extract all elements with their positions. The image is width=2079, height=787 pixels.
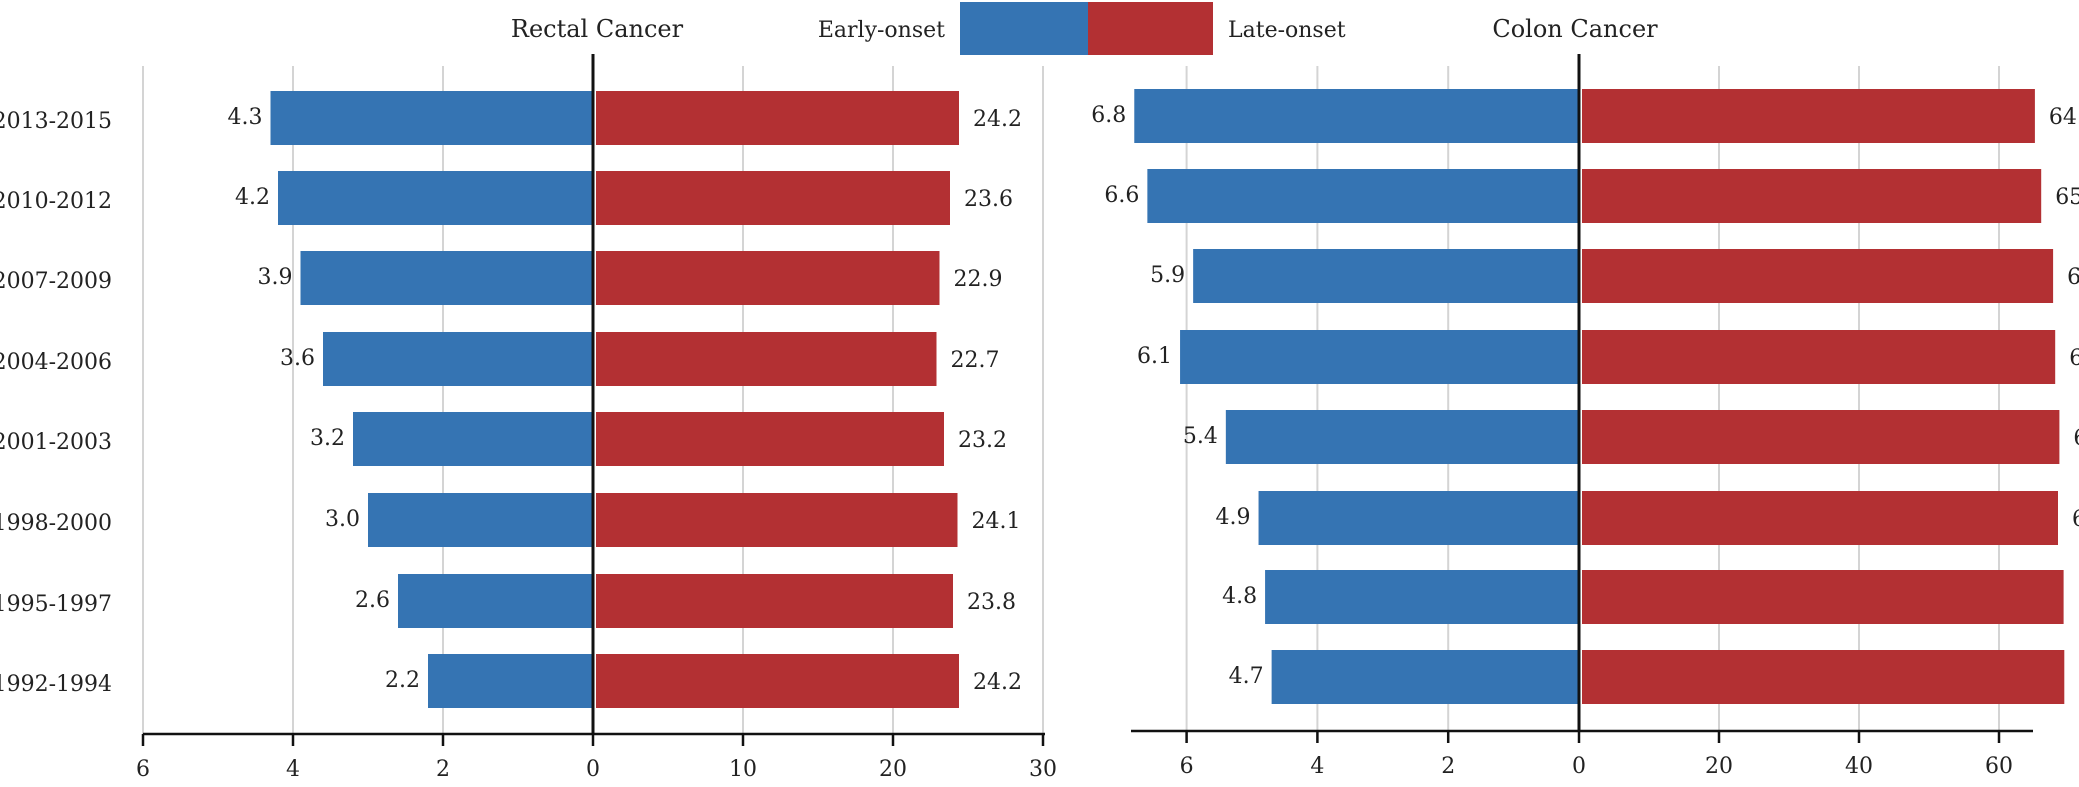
bar-late: [1582, 89, 2035, 143]
data-label-late: 67.3: [2067, 265, 2079, 290]
bar-early: [1147, 169, 1579, 223]
bar-late: [1582, 491, 2058, 545]
category-label: 2013-2015: [0, 109, 112, 134]
data-label-late: 68.8: [2078, 586, 2079, 611]
bar-late: [596, 171, 950, 225]
bar-late: [1582, 650, 2065, 704]
data-label-late: 24.2: [973, 670, 1022, 695]
bar-early: [1193, 249, 1579, 303]
legend: Early-onset Late-onset: [818, 2, 1346, 55]
tick-label: 6: [1180, 754, 1194, 779]
bar-late: [1582, 249, 2054, 303]
tick-label: 10: [729, 757, 757, 782]
tick-label: 4: [1310, 754, 1324, 779]
data-label-late: 22.9: [954, 267, 1003, 292]
tick-label: 30: [1029, 757, 1057, 782]
panel-title: Colon Cancer: [1492, 15, 1658, 43]
category-label: 1992-1994: [0, 672, 112, 697]
data-label-early: 5.9: [1150, 263, 1185, 288]
bar-late: [1582, 570, 2064, 624]
legend-early-swatch: [960, 2, 1088, 55]
bar-late: [596, 574, 953, 628]
bar-early: [353, 412, 593, 466]
data-label-late: 65.6: [2055, 185, 2079, 210]
bar-early: [1180, 330, 1579, 384]
data-label-early: 4.7: [1229, 664, 1264, 689]
data-label-early: 3.2: [310, 426, 345, 451]
data-label-early: 3.6: [280, 346, 315, 371]
data-label-early: 3.9: [258, 265, 293, 290]
data-label-early: 5.4: [1183, 424, 1218, 449]
category-label: 1995-1997: [0, 592, 112, 617]
bar-early: [270, 91, 593, 145]
bar-late: [1582, 330, 2056, 384]
bar-early: [278, 171, 593, 225]
bar-late: [596, 91, 959, 145]
panel-title: Rectal Cancer: [511, 15, 684, 43]
bar-late: [596, 251, 940, 305]
tick-label: 0: [1572, 754, 1586, 779]
data-label-late: 23.2: [958, 428, 1007, 453]
category-label: 2010-2012: [0, 189, 112, 214]
data-label-early: 6.1: [1137, 344, 1172, 369]
data-label-early: 3.0: [325, 507, 360, 532]
data-label-late: 23.6: [964, 187, 1013, 212]
legend-late-label: Late-onset: [1228, 18, 1346, 43]
data-label-late: 24.2: [973, 107, 1022, 132]
data-label-late: 23.8: [967, 590, 1016, 615]
category-label: 2004-2006: [0, 350, 112, 375]
legend-late-swatch: [1088, 2, 1213, 55]
tick-label: 2: [1441, 754, 1455, 779]
tick-label: 4: [286, 757, 300, 782]
category-label: 2001-2003: [0, 430, 112, 455]
bar-early: [1271, 650, 1579, 704]
category-label: 1998-2000: [0, 511, 112, 536]
bar-early: [1225, 410, 1579, 464]
bar-late: [596, 493, 958, 547]
tick-label: 60: [1985, 754, 2013, 779]
data-label-early: 4.8: [1222, 584, 1257, 609]
tick-label: 40: [1845, 754, 1873, 779]
data-label-early: 6.6: [1104, 183, 1139, 208]
bar-early: [1134, 89, 1579, 143]
data-label-early: 4.9: [1216, 505, 1251, 530]
bar-early: [300, 251, 593, 305]
tick-label: 2: [436, 757, 450, 782]
data-label-early: 4.2: [235, 185, 270, 210]
bar-early: [428, 654, 593, 708]
data-label-early: 6.8: [1091, 103, 1126, 128]
data-label-late: 67.6: [2069, 346, 2079, 371]
bar-early: [398, 574, 593, 628]
data-label-early: 2.2: [385, 668, 420, 693]
bar-early: [368, 493, 593, 547]
bar-late: [1582, 169, 2042, 223]
data-label-late: 22.7: [951, 348, 1000, 373]
data-label-late: 68.0: [2072, 507, 2079, 532]
panel-colon: 6.864.76.665.65.967.36.167.65.468.24.968…: [1091, 15, 2079, 779]
data-label-early: 4.3: [228, 105, 263, 130]
category-label: 2007-2009: [0, 269, 112, 294]
tick-label: 0: [586, 757, 600, 782]
bar-early: [323, 332, 593, 386]
legend-early-label: Early-onset: [818, 18, 945, 43]
bar-late: [596, 412, 944, 466]
bar-late: [596, 654, 959, 708]
bar-early: [1265, 570, 1579, 624]
tick-label: 6: [136, 757, 150, 782]
bar-late: [596, 332, 937, 386]
tick-label: 20: [1705, 754, 1733, 779]
bar-late: [1582, 410, 2060, 464]
data-label-late: 64.7: [2049, 105, 2079, 130]
tick-label: 20: [879, 757, 907, 782]
data-label-early: 2.6: [355, 588, 390, 613]
data-label-late: 68.2: [2073, 426, 2079, 451]
data-label-late: 24.1: [972, 509, 1021, 534]
bar-early: [1258, 491, 1579, 545]
